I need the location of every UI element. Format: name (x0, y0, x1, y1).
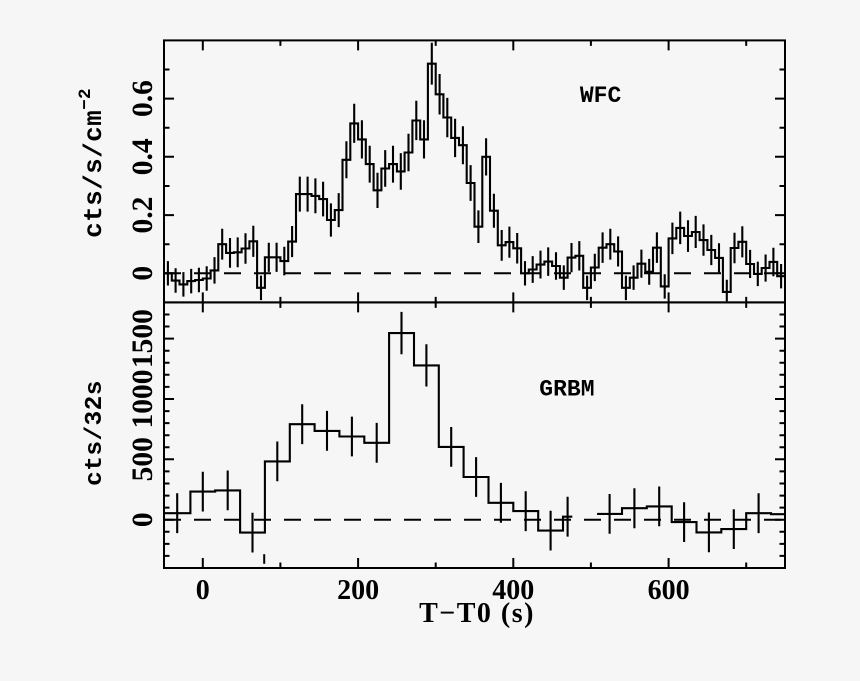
svg-text:1500: 1500 (127, 309, 159, 368)
svg-text:cts/32s: cts/32s (82, 380, 109, 486)
svg-text:cts/s/cm−2: cts/s/cm−2 (76, 88, 109, 238)
svg-text:GRBM: GRBM (539, 377, 594, 403)
svg-text:T−T0 (s): T−T0 (s) (419, 598, 535, 629)
svg-text:400: 400 (492, 575, 534, 606)
svg-text:0: 0 (127, 266, 159, 281)
svg-text:600: 600 (648, 575, 690, 606)
svg-text:1000: 1000 (127, 370, 159, 429)
svg-text:0.6: 0.6 (127, 80, 159, 117)
svg-text:WFC: WFC (580, 83, 622, 109)
svg-text:0: 0 (196, 575, 210, 606)
svg-text:500: 500 (127, 437, 159, 481)
svg-text:0: 0 (127, 512, 159, 527)
svg-text:200: 200 (337, 575, 379, 606)
svg-text:0.4: 0.4 (127, 138, 159, 175)
svg-text:0.2: 0.2 (127, 197, 159, 234)
